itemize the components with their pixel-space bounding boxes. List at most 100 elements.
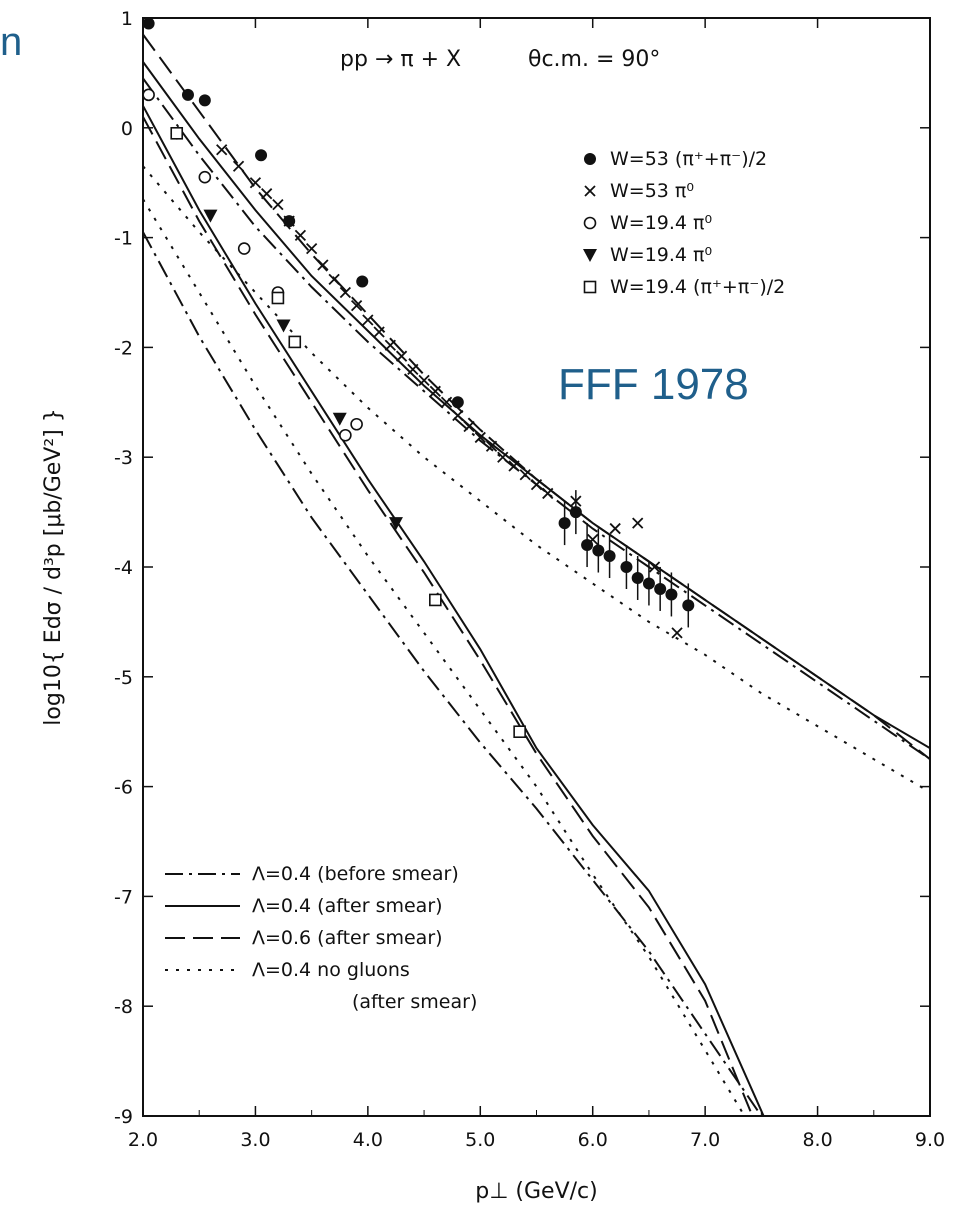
data-point	[418, 374, 430, 386]
data-point	[328, 273, 340, 285]
data-point	[332, 412, 347, 426]
data-point	[232, 160, 245, 172]
data-point	[373, 326, 385, 338]
data-point	[170, 126, 184, 140]
theory-curve	[143, 61, 930, 750]
data-point	[237, 242, 251, 255]
x-tick-label: 4.0	[353, 1129, 383, 1151]
theory-curve	[143, 116, 754, 1116]
data-point	[339, 286, 352, 299]
data-point	[440, 396, 453, 408]
data-point	[429, 385, 441, 397]
data-point	[452, 409, 464, 422]
y-tick-label: 1	[121, 8, 133, 30]
legend-marker	[583, 280, 597, 294]
x-axis-label: p⊥ (GeV/c)	[475, 1179, 597, 1204]
legend-marker	[584, 153, 596, 165]
theory-curve	[143, 105, 765, 1116]
x-tick-label: 8.0	[802, 1129, 832, 1151]
data-point	[609, 522, 621, 535]
data-point	[407, 363, 419, 375]
data-point	[665, 588, 678, 601]
year-stamp: FFF 1978	[558, 360, 749, 409]
data-point	[261, 188, 273, 200]
data-point	[519, 469, 531, 481]
data-point	[508, 460, 520, 472]
x-tick-label: 5.0	[465, 1129, 495, 1151]
y-tick-label: -5	[114, 667, 133, 689]
theory-curve	[143, 77, 930, 761]
data-point	[542, 487, 554, 500]
data-point	[530, 479, 543, 491]
chart-subtitle: θc.m. = 90°	[528, 47, 660, 72]
data-point	[631, 571, 644, 584]
legend-label: Λ=0.4 no gluons	[252, 959, 410, 981]
data-point	[283, 215, 295, 227]
y-tick-label: -4	[114, 557, 133, 579]
data-point	[255, 149, 268, 162]
x-tick-label: 2.0	[128, 1129, 158, 1151]
data-point	[654, 582, 667, 595]
y-tick-label: -2	[114, 337, 133, 359]
data-point	[272, 199, 284, 211]
y-tick-label: 0	[121, 118, 133, 140]
data-point	[451, 396, 464, 409]
theory-curve	[143, 198, 746, 1116]
legend-label: W=53 π⁰	[610, 180, 694, 202]
x-tick-label: 6.0	[578, 1129, 608, 1151]
data-point	[632, 517, 644, 529]
data-point	[648, 561, 661, 573]
chart-title: pp → π + X	[340, 47, 461, 72]
y-tick-label: -1	[114, 228, 133, 250]
data-point	[395, 350, 408, 362]
data-point	[474, 431, 486, 444]
data-point	[463, 420, 475, 433]
legend-label: W=19.4 π⁰	[610, 212, 712, 234]
legend-marker	[583, 249, 597, 262]
data-point	[276, 319, 291, 333]
data-point	[581, 539, 594, 552]
slide-corner-text: n	[0, 20, 23, 64]
data-point	[216, 144, 228, 156]
data-point	[513, 725, 526, 739]
data-point	[592, 544, 605, 557]
data-point	[294, 229, 307, 242]
data-point	[485, 440, 498, 452]
x-tick-label: 9.0	[915, 1129, 945, 1151]
legend-label: Λ=0.6 (after smear)	[252, 927, 443, 949]
data-point	[350, 300, 363, 312]
legend-marker	[584, 185, 596, 197]
y-tick-label: -6	[114, 777, 133, 799]
y-axis-label: log10{ Edσ / d³p [μb/GeV²] }	[41, 408, 66, 725]
data-point	[249, 177, 262, 189]
data-point	[271, 291, 285, 305]
data-point	[682, 599, 695, 612]
data-point	[429, 593, 442, 607]
x-tick-label: 3.0	[240, 1129, 270, 1151]
data-point	[388, 517, 403, 531]
legend-label: Λ=0.4 (before smear)	[252, 863, 459, 885]
data-point	[288, 335, 302, 349]
y-tick-label: -3	[114, 447, 133, 469]
legend-label: Λ=0.4 (after smear)	[252, 895, 443, 917]
data-point	[198, 170, 212, 184]
data-point	[362, 314, 374, 326]
x-tick-label: 7.0	[690, 1129, 720, 1151]
data-point	[181, 88, 194, 101]
legend-label: W=19.4 (π⁺+π⁻)/2	[610, 276, 785, 298]
y-tick-label: -9	[114, 1106, 133, 1128]
data-point	[198, 94, 211, 107]
data-point	[317, 259, 329, 271]
theory-curve	[143, 165, 930, 793]
data-point	[142, 17, 155, 30]
data-point	[203, 209, 218, 223]
data-point	[569, 506, 582, 519]
data-point	[603, 550, 616, 563]
legend-note: (after smear)	[352, 991, 477, 1013]
data-point	[306, 242, 318, 255]
theory-curve	[143, 231, 763, 1116]
data-point	[384, 339, 396, 351]
data-point	[620, 561, 633, 573]
legend-label: W=19.4 π⁰	[610, 244, 712, 266]
